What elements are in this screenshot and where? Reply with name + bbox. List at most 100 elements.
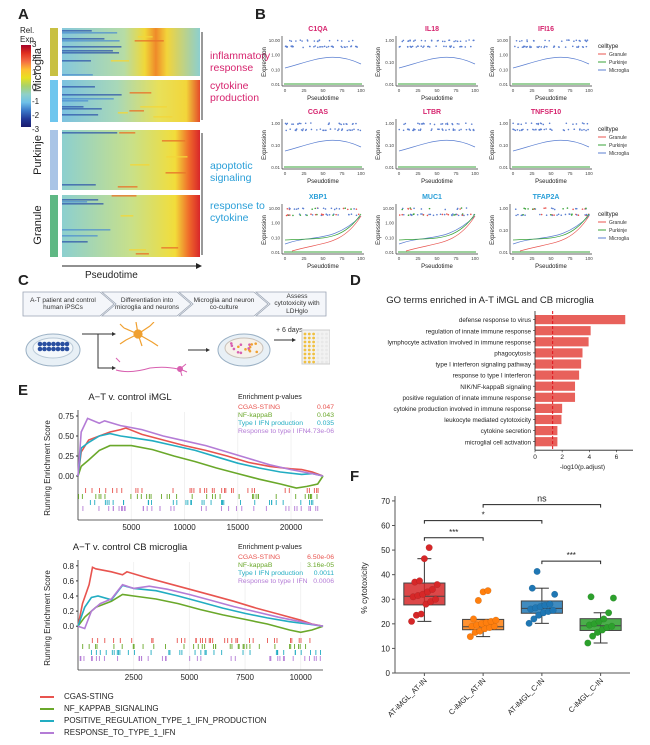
- pvalue-value: 0.0006: [313, 578, 334, 585]
- data-point: [305, 128, 308, 131]
- y-tick-label: 0.01: [499, 250, 508, 255]
- data-point: [433, 123, 436, 126]
- category-label: NIK/NF-kappaB signaling: [460, 384, 531, 391]
- well: [316, 336, 320, 340]
- data-point: [543, 46, 545, 49]
- coculture-cell: [239, 343, 243, 347]
- well: [303, 348, 307, 352]
- well: [312, 336, 315, 340]
- data-point: [330, 45, 333, 48]
- data-point: [346, 45, 348, 48]
- data-point: [472, 39, 475, 42]
- x-tick-label: AT-iMGL_C-IN: [506, 676, 547, 717]
- gene-title: IFI16: [538, 26, 554, 33]
- data-point: [516, 128, 519, 131]
- data-point: [335, 207, 338, 210]
- x-tick-label: 75: [567, 256, 573, 261]
- x-tick-label: 0: [512, 171, 515, 176]
- data-point: [406, 128, 409, 130]
- heatmap-stripe: [166, 156, 188, 158]
- bar: [535, 359, 582, 369]
- x-axis-label: Pseudotime: [307, 179, 339, 185]
- data-point: [413, 128, 416, 131]
- y-tick-label: 0.01: [271, 82, 280, 87]
- data-point: [586, 122, 589, 125]
- well: [316, 356, 320, 360]
- data-point: [549, 606, 557, 614]
- heatmap-stripe: [129, 92, 152, 94]
- annotation-line: apoptotic: [210, 160, 253, 172]
- data-point: [327, 45, 330, 48]
- chart-title: GO terms enriched in A-T iMGL and CB mic…: [386, 295, 594, 306]
- pvalue-value: 0.043: [317, 412, 334, 419]
- data-point: [458, 129, 461, 131]
- data-point: [292, 214, 294, 217]
- data-point: [523, 207, 525, 210]
- data-point: [322, 207, 325, 210]
- gene-plot-tnfsf10: TNFSF10 1.00 0.10 0.01 0 25 50 75 100 Pseudotime E…: [490, 109, 593, 185]
- pvalue-value: 0.047: [317, 404, 334, 411]
- x-tick-label: 15000: [227, 523, 250, 532]
- data-point: [306, 39, 309, 41]
- heatmap-stripe: [62, 32, 118, 34]
- data-point: [447, 213, 450, 216]
- x-tick-label: 10000: [290, 673, 313, 682]
- data-point: [549, 213, 552, 216]
- data-point: [353, 208, 355, 210]
- data-point: [311, 208, 313, 210]
- data-point: [568, 213, 570, 215]
- x-tick-label: 6: [615, 454, 619, 461]
- panel-label-c: C: [18, 272, 29, 289]
- heatmap-stripe: [62, 86, 95, 88]
- data-point: [337, 129, 339, 132]
- data-point: [349, 129, 352, 132]
- y-tick-label: 0.01: [271, 165, 280, 170]
- x-tick-label: 0: [398, 88, 401, 93]
- data-point: [319, 128, 322, 130]
- data-point: [575, 207, 578, 210]
- legend-item: Microglia: [609, 236, 629, 242]
- x-axis-label: Pseudotime: [535, 96, 567, 102]
- well: [325, 360, 328, 364]
- data-point: [408, 617, 416, 625]
- data-point: [291, 45, 293, 47]
- data-point: [484, 587, 492, 595]
- data-point: [297, 123, 299, 125]
- well: [316, 360, 320, 364]
- well: [312, 348, 315, 352]
- heatmap-stripe: [62, 38, 105, 40]
- x-tick-label: 25: [415, 171, 421, 176]
- data-point: [299, 39, 302, 41]
- data-point: [316, 213, 318, 216]
- data-point: [525, 122, 527, 124]
- legend-item: POSITIVE_REGULATION_TYPE_1_IFN_PRODUCTIO…: [40, 715, 267, 727]
- data-point: [342, 207, 345, 210]
- heatmap-stripe: [161, 140, 186, 142]
- heatmap-stripe: [62, 74, 93, 76]
- x-tick-label: 0: [533, 454, 537, 461]
- x-tick-label: 50: [434, 88, 440, 93]
- y-tick-label: 0.0: [63, 622, 75, 631]
- data-point: [316, 129, 318, 131]
- data-point: [461, 214, 464, 216]
- heatmap-stripe: [111, 195, 137, 197]
- y-tick-label: 0.01: [385, 165, 394, 170]
- coculture-cell: [247, 347, 250, 350]
- y-tick-label: 0.6: [63, 577, 75, 586]
- data-point: [573, 128, 576, 131]
- data-point: [423, 45, 425, 47]
- x-tick-label: 50: [548, 171, 554, 176]
- x-tick-label: 25: [529, 171, 535, 176]
- data-point: [452, 213, 454, 215]
- data-point: [551, 590, 559, 598]
- legend-item: Granule: [609, 135, 627, 141]
- category-label: microglial cell activation: [465, 439, 532, 446]
- x-tick-label: 100: [471, 171, 479, 176]
- data-point: [299, 214, 302, 216]
- category-label: positive regulation of innate immune res…: [403, 395, 532, 402]
- y-tick-label: 0.10: [385, 235, 394, 240]
- legend-item: Granule: [609, 220, 627, 226]
- colorbar: [21, 45, 31, 127]
- data-point: [421, 213, 423, 215]
- coculture-cell: [236, 350, 240, 354]
